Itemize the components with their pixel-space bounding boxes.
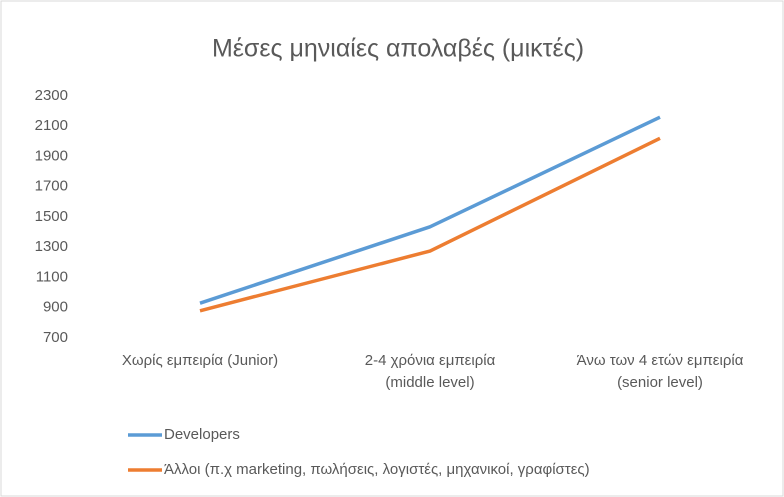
data-line [199, 136, 661, 313]
chart-title: Μέσες μηνιαίες απολαβές (μικτές) [212, 35, 584, 63]
x-tick-label: 2-4 χρόνια εμπειρία (middle level) [364, 352, 496, 391]
legend-label: Developers [164, 426, 240, 443]
y-tick-label: 1100 [36, 268, 68, 285]
y-tick-label: 900 [43, 299, 68, 316]
y-tick-label: 1300 [35, 238, 68, 255]
y-tick-label: 1900 [35, 147, 68, 164]
x-tick-label: Χωρίς εμπειρία (Junior) [121, 352, 279, 369]
data-line [199, 115, 661, 305]
y-tick-label: 2300 [35, 87, 68, 104]
y-tick-label: 1700 [35, 178, 68, 195]
y-tick-label: 1500 [35, 208, 68, 225]
y-tick-label: 2100 [35, 117, 68, 134]
legend-label: Άλλοι (π.χ marketing, πωλήσεις, λογιστές… [164, 461, 590, 478]
x-tick-label: Άνω των 4 ετών εμπειρία (senior level) [576, 352, 744, 391]
y-tick-label: 700 [43, 329, 68, 346]
